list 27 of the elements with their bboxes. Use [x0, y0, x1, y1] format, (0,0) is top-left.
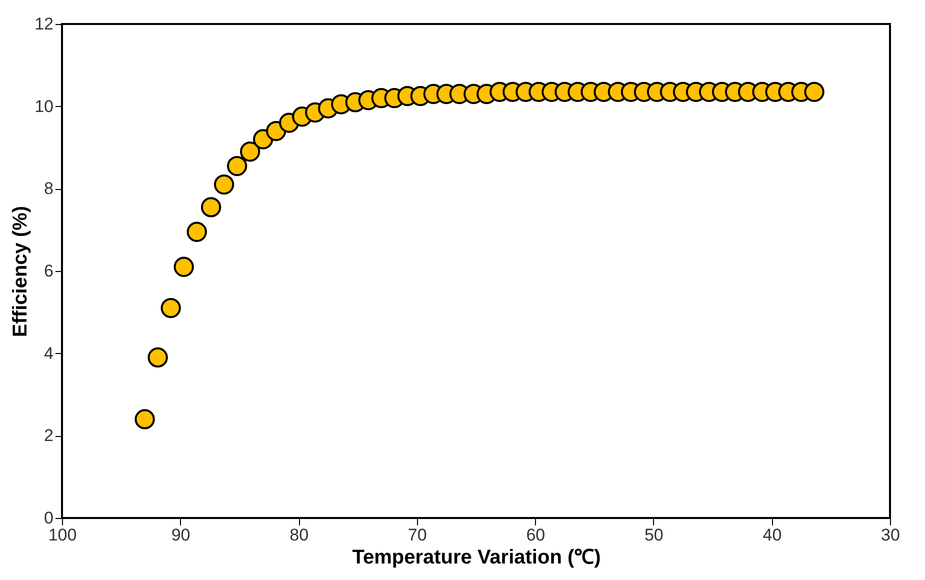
- x-tick-label: 60: [526, 526, 546, 544]
- x-tick-label: 30: [881, 526, 900, 544]
- point: [200, 197, 222, 218]
- point: [804, 82, 824, 102]
- y-axis-title: Efficiency (%): [10, 206, 32, 338]
- point: [174, 256, 194, 277]
- y-tick-label: 8: [44, 179, 54, 198]
- point: [148, 347, 168, 368]
- y-tick-label: 2: [44, 426, 54, 446]
- point: [226, 156, 248, 176]
- point: [134, 409, 155, 430]
- point: [240, 142, 260, 162]
- y-tick-label: 4: [44, 344, 54, 363]
- x-axis-title: Temperature Variation (℃): [352, 546, 601, 568]
- x-tick-label: 70: [408, 526, 427, 544]
- x-tick-label: 50: [644, 526, 664, 544]
- y-tick-label: 10: [34, 96, 54, 116]
- y-tick-label: 0: [44, 508, 54, 528]
- point: [214, 174, 234, 195]
- x-tick-label: 80: [290, 526, 309, 544]
- point: [186, 222, 207, 242]
- x-tick-label: 40: [762, 526, 782, 544]
- x-tick-label: 90: [171, 526, 190, 544]
- point: [160, 298, 181, 318]
- y-tick-label: 12: [34, 14, 54, 34]
- x-tick-label: 100: [48, 526, 77, 544]
- y-tick-label: 6: [44, 262, 54, 280]
